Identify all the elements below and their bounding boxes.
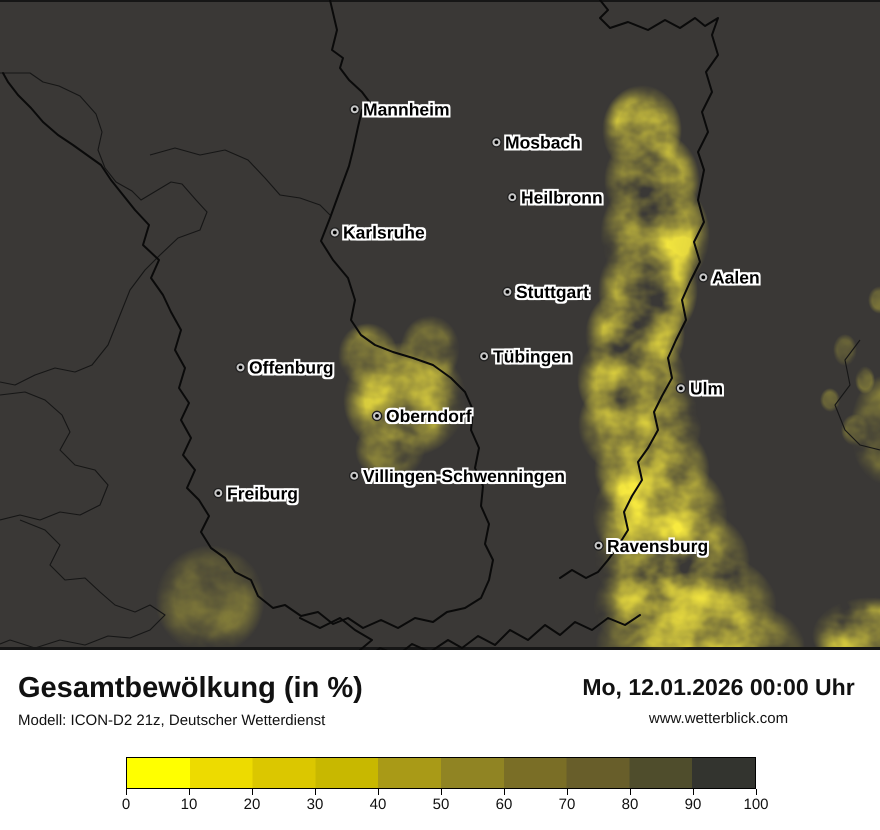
svg-text:Stuttgart: Stuttgart xyxy=(516,282,589,302)
svg-text:Offenburg: Offenburg xyxy=(249,358,334,378)
svg-text:Aalen: Aalen xyxy=(712,268,760,288)
svg-text:Heilbronn: Heilbronn xyxy=(521,188,603,208)
svg-text:Ulm: Ulm xyxy=(690,379,723,399)
svg-text:Ravensburg: Ravensburg xyxy=(607,536,708,556)
svg-text:Mannheim: Mannheim xyxy=(363,100,450,120)
svg-text:Villingen-Schwenningen: Villingen-Schwenningen xyxy=(363,466,565,486)
svg-text:Tübingen: Tübingen xyxy=(493,347,572,367)
svg-text:Oberndorf: Oberndorf xyxy=(386,406,472,426)
svg-text:Mosbach: Mosbach xyxy=(505,133,581,153)
svg-text:Freiburg: Freiburg xyxy=(227,484,298,504)
svg-text:Karlsruhe: Karlsruhe xyxy=(343,223,425,243)
